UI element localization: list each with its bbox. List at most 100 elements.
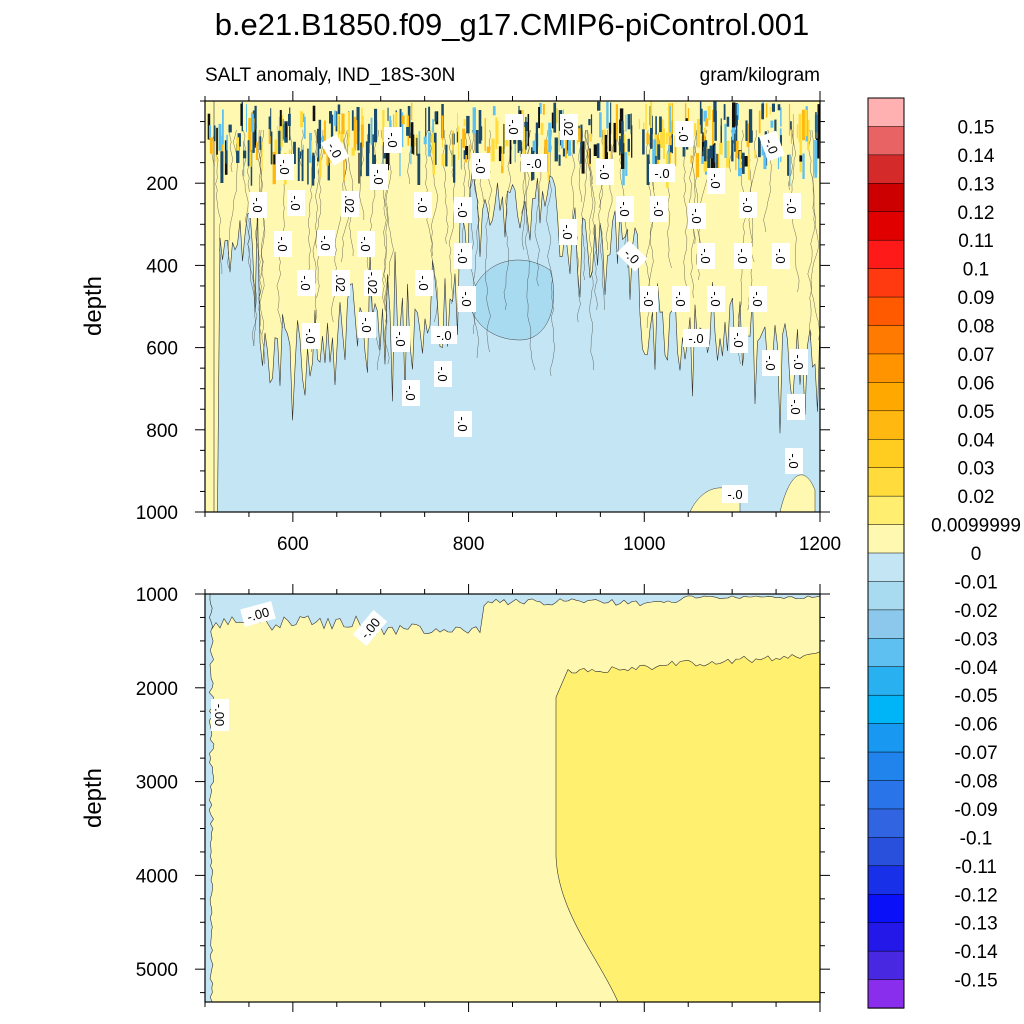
upper-surface-cell — [475, 130, 479, 156]
upper-surface-cell — [240, 103, 243, 126]
upper-contour-label: -.0 — [739, 192, 757, 218]
upper-contour-label: .02 — [560, 114, 578, 140]
upper-surface-cell — [312, 105, 316, 122]
upper-surface-cell — [562, 148, 565, 157]
upper-contour-line — [255, 129, 262, 335]
upper-surface-cell — [748, 109, 753, 143]
upper-contour-label: -.0 — [672, 286, 690, 312]
colorbar-label: 0.0099999 — [931, 516, 1021, 537]
upper-surface-cell — [735, 103, 738, 117]
upper-surface-cell — [735, 115, 738, 126]
upper-contour-label: -.0 — [454, 243, 472, 269]
upper-surface-cell — [441, 154, 445, 166]
upper-surface-cell — [428, 132, 431, 157]
upper-contour-label: .02 — [332, 270, 350, 296]
upper-surface-cell — [302, 144, 304, 153]
colorbar-swatch — [867, 638, 905, 668]
colorbar-swatch — [867, 495, 905, 526]
upper-x-tick-label: 1200 — [799, 534, 841, 555]
upper-surface-cell — [458, 125, 460, 160]
upper-surface-cell — [457, 113, 458, 132]
upper-surface-cell — [573, 134, 575, 154]
upper-contour-label-box — [505, 114, 523, 140]
colorbar-swatch — [867, 268, 905, 298]
upper-surface-cell — [620, 120, 624, 154]
upper-surface-cell — [301, 149, 304, 182]
upper-contour-label-box — [722, 485, 748, 503]
upper-contour-label: -.0 — [697, 243, 715, 269]
upper-contour-label-box — [454, 243, 472, 269]
upper-surface-cell — [360, 124, 364, 148]
upper-contour-line — [584, 129, 594, 371]
upper-contour-label-box — [332, 270, 350, 296]
upper-surface-cell — [340, 130, 344, 143]
upper-contour-label-box — [357, 231, 375, 257]
upper-surface-cell — [358, 152, 360, 184]
upper-surface-cell — [556, 108, 558, 124]
lower-contour-label-text: -.00 — [245, 604, 271, 624]
upper-surface-cell — [416, 137, 418, 156]
upper-contour-label-text: -.0 — [506, 119, 521, 134]
colorbar-label: -0.06 — [954, 715, 997, 736]
upper-contour-label-box — [414, 192, 432, 218]
upper-surface-cell — [251, 113, 254, 133]
upper-surface-cell — [460, 138, 462, 170]
upper-contour-line — [442, 130, 449, 245]
colorbar-label: -0.01 — [954, 572, 997, 593]
upper-surface-cell — [735, 124, 738, 155]
upper-surface-cell — [726, 116, 730, 127]
upper-contour-label-text: .02 — [333, 274, 348, 292]
upper-contour-label-text: -.0 — [750, 291, 765, 306]
upper-contour-label-text: -.0 — [298, 275, 313, 290]
upper-surface-cell — [208, 125, 211, 139]
upper-surface-cell — [341, 113, 345, 135]
upper-surface-cell — [627, 114, 631, 130]
upper-contour-label: -.0 — [249, 192, 267, 218]
upper-surface-cell — [619, 108, 624, 128]
upper-surface-cell — [538, 107, 540, 129]
upper-surface-cell — [399, 108, 402, 137]
upper-contour-label-text: -.0 — [651, 201, 666, 216]
upper-surface-cell — [372, 134, 374, 166]
upper-surface-cell — [709, 145, 713, 159]
upper-fresh-core — [469, 259, 554, 341]
lower-west-boundary-layer — [205, 594, 215, 1002]
upper-surface-cell — [668, 145, 670, 177]
upper-surface-cell — [464, 155, 468, 163]
upper-contour-label: -.0 — [707, 286, 725, 312]
upper-surface-cell — [777, 148, 780, 170]
upper-surface-cell — [402, 115, 405, 125]
upper-surface-cell — [790, 126, 793, 144]
colorbar-label: -0.08 — [954, 772, 997, 793]
upper-x-tick-label: 800 — [453, 534, 485, 555]
upper-contour-line — [807, 129, 820, 341]
upper-surface-cell — [411, 102, 413, 121]
upper-surface-cell — [780, 135, 782, 147]
colorbar-label: 0.08 — [958, 317, 995, 338]
upper-contour-label-box — [787, 394, 805, 420]
upper-surface-cell — [387, 107, 389, 121]
upper-surface-cell — [719, 142, 723, 155]
units-label: gram/kilogram — [700, 65, 820, 86]
upper-surface-cell — [650, 122, 653, 149]
upper-contour-label: -.0 — [749, 286, 767, 312]
upper-surface-cell — [226, 134, 228, 151]
upper-surface-cell — [270, 131, 273, 165]
upper-surface-cell — [788, 103, 791, 136]
upper-contour-label-box — [650, 196, 668, 222]
upper-surface-cell — [522, 127, 526, 163]
upper-surface-cell — [548, 122, 552, 153]
upper-surface-cell — [465, 146, 469, 160]
upper-contour-label: -.0 — [790, 349, 808, 375]
upper-surface-cell — [593, 144, 598, 156]
upper-surface-cell — [565, 124, 567, 159]
lower-contour-label: -.00 — [211, 699, 229, 731]
upper-contour-label-text: .02 — [342, 195, 357, 213]
upper-surface-cell — [348, 111, 350, 147]
upper-contour-label-text: -.0 — [688, 331, 703, 346]
upper-contour-label: -.0 — [505, 114, 523, 140]
upper-surface-cell — [370, 117, 373, 145]
upper-contour-label-text: -.0 — [526, 156, 541, 171]
upper-surface-cell — [423, 136, 427, 145]
upper-surface-cell — [218, 123, 222, 151]
